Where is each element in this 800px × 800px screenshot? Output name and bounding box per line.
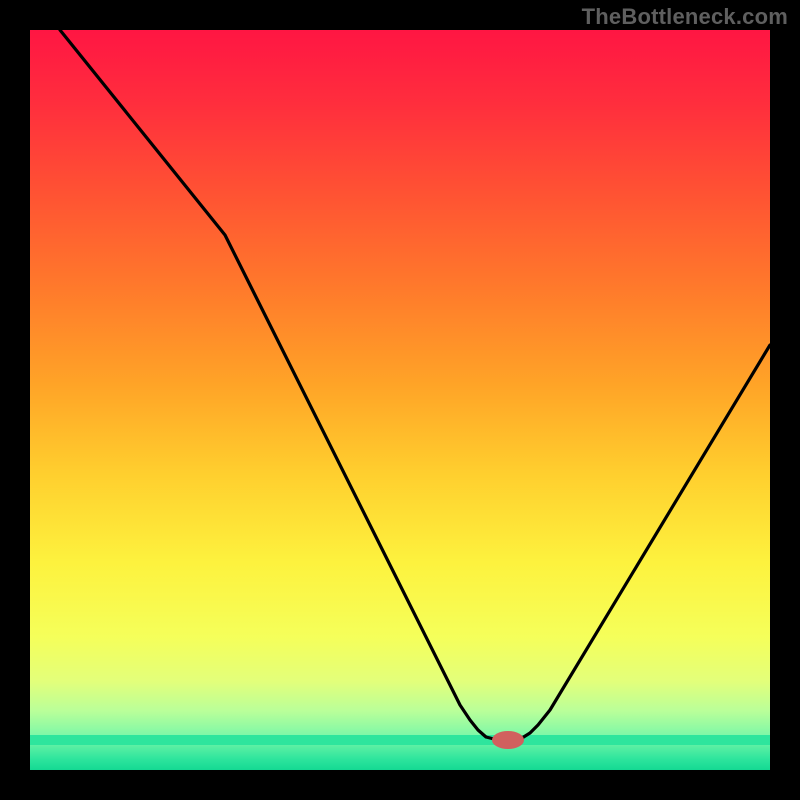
bottleneck-chart bbox=[0, 0, 800, 800]
plot-bottom-band bbox=[30, 735, 770, 745]
optimal-point-marker bbox=[492, 731, 524, 749]
plot-area bbox=[30, 30, 770, 770]
chart-container: TheBottleneck.com bbox=[0, 0, 800, 800]
watermark-text: TheBottleneck.com bbox=[582, 4, 788, 30]
